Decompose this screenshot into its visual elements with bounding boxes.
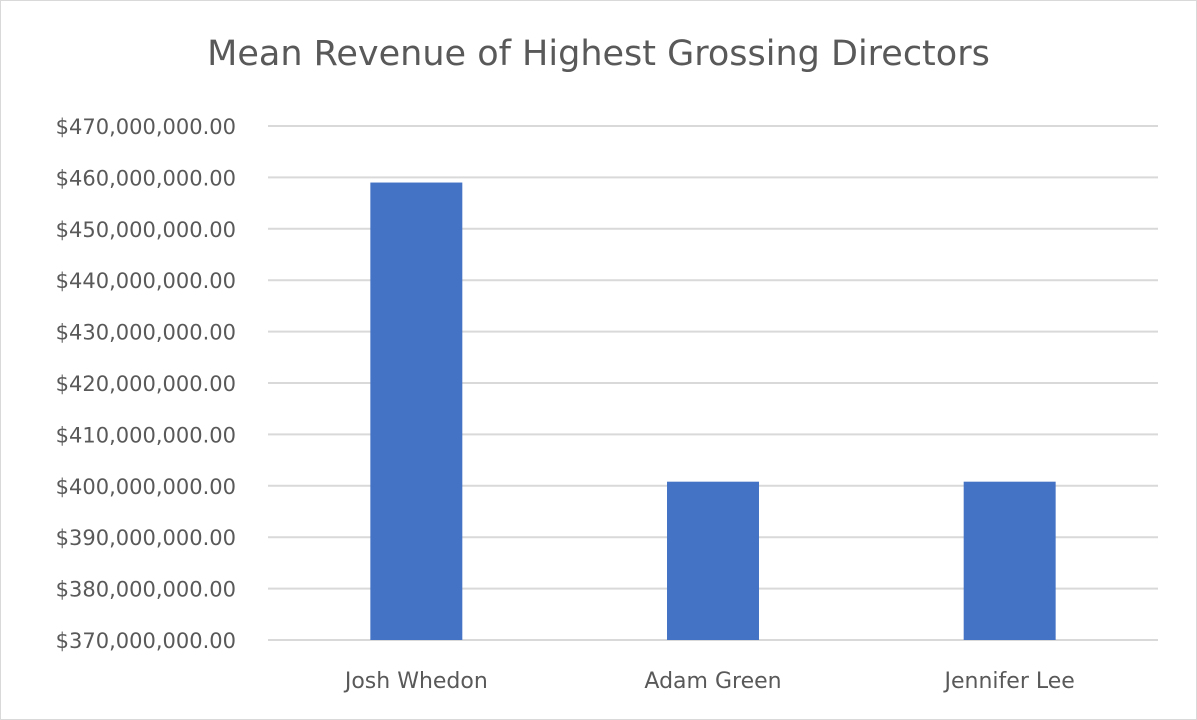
bars bbox=[370, 182, 1056, 641]
y-tick-label: $390,000,000.00 bbox=[56, 526, 236, 550]
x-category-label: Adam Green bbox=[644, 669, 781, 694]
x-category-label: Josh Whedon bbox=[343, 669, 488, 694]
x-category-label: Jennifer Lee bbox=[943, 669, 1075, 694]
y-tick-label: $370,000,000.00 bbox=[56, 629, 236, 653]
y-tick-label: $470,000,000.00 bbox=[56, 115, 236, 139]
y-tick-label: $400,000,000.00 bbox=[56, 475, 236, 499]
bar-jennifer-lee bbox=[963, 481, 1056, 640]
x-axis-category-labels: Josh Whedon Adam Green Jennifer Lee bbox=[343, 669, 1075, 694]
y-tick-label: $460,000,000.00 bbox=[56, 166, 236, 190]
y-tick-label: $450,000,000.00 bbox=[56, 218, 236, 242]
y-axis-tick-labels: $370,000,000.00 $380,000,000.00 $390,000,0… bbox=[56, 115, 236, 653]
y-tick-label: $420,000,000.00 bbox=[56, 372, 236, 396]
bar-josh-whedon bbox=[370, 182, 463, 641]
y-tick-label: $430,000,000.00 bbox=[56, 321, 236, 345]
y-tick-label: $440,000,000.00 bbox=[56, 269, 236, 293]
bar-adam-green bbox=[667, 481, 759, 640]
y-tick-label: $410,000,000.00 bbox=[56, 423, 236, 447]
y-tick-label: $380,000,000.00 bbox=[56, 578, 236, 602]
chart-title: Mean Revenue of Highest Grossing Directo… bbox=[207, 34, 990, 74]
